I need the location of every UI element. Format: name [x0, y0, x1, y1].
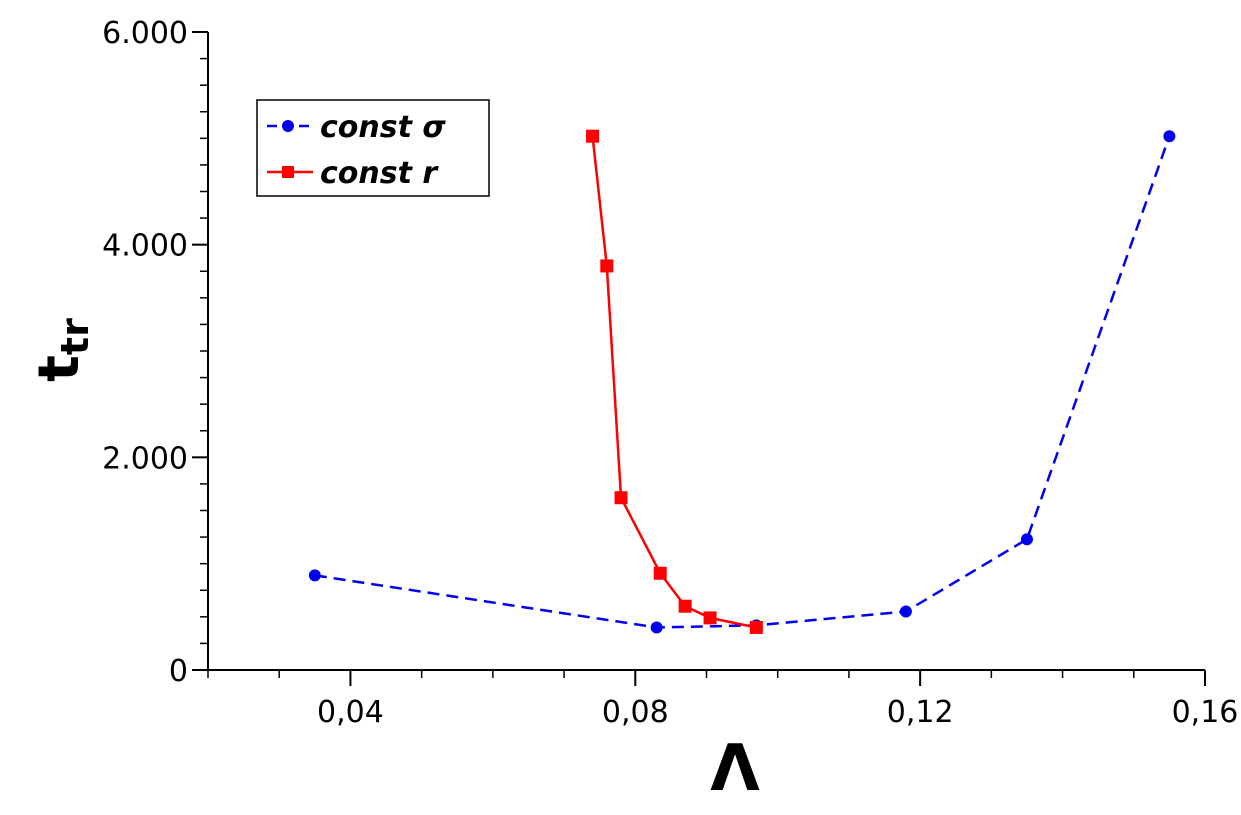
y-tick-label: 4.000 [102, 229, 188, 264]
legend-item-const-sigma: const σ [267, 110, 446, 145]
series-line-const-r [591, 136, 757, 629]
data-point-const-sigma [308, 569, 321, 582]
legend-label-const-r: const r [320, 156, 439, 191]
legend-marker-const-r [282, 166, 294, 178]
x-axis-title: Λ [710, 732, 760, 806]
legend: const σ const r [256, 99, 490, 197]
y-tick-label: 6.000 [102, 16, 188, 51]
data-point-const-sigma [650, 621, 663, 634]
data-point-const-r [614, 491, 628, 505]
data-point-const-sigma [1163, 130, 1176, 143]
data-point-const-sigma [1020, 533, 1033, 546]
series-line-const-sigma [314, 135, 1171, 629]
x-tick-label: 0,12 [887, 695, 954, 730]
data-point-const-r [600, 259, 614, 273]
data-point-const-r [703, 611, 717, 625]
legend-label-const-sigma: const σ [320, 110, 446, 145]
legend-marker-const-sigma [282, 120, 294, 132]
data-point-const-r [653, 566, 667, 580]
legend-box [256, 99, 490, 197]
data-point-const-r [678, 599, 692, 613]
y-axis-title-main: t [27, 355, 92, 382]
y-axis-title: ttr [27, 318, 97, 382]
x-tick-label: 0,04 [317, 695, 384, 730]
y-axis-title-subscript: tr [53, 318, 97, 355]
y-tick-label: 0 [169, 654, 188, 689]
y-tick-label: 2.000 [102, 441, 188, 476]
x-tick-label: 0,08 [602, 695, 669, 730]
legend-item-const-r: const r [267, 156, 439, 191]
data-point-const-sigma [899, 605, 912, 618]
data-point-const-r [749, 620, 763, 634]
series-const-sigma [308, 130, 1176, 634]
series-const-r [586, 129, 763, 634]
data-point-const-r [586, 129, 600, 143]
x-tick-label: 0,16 [1172, 695, 1239, 730]
